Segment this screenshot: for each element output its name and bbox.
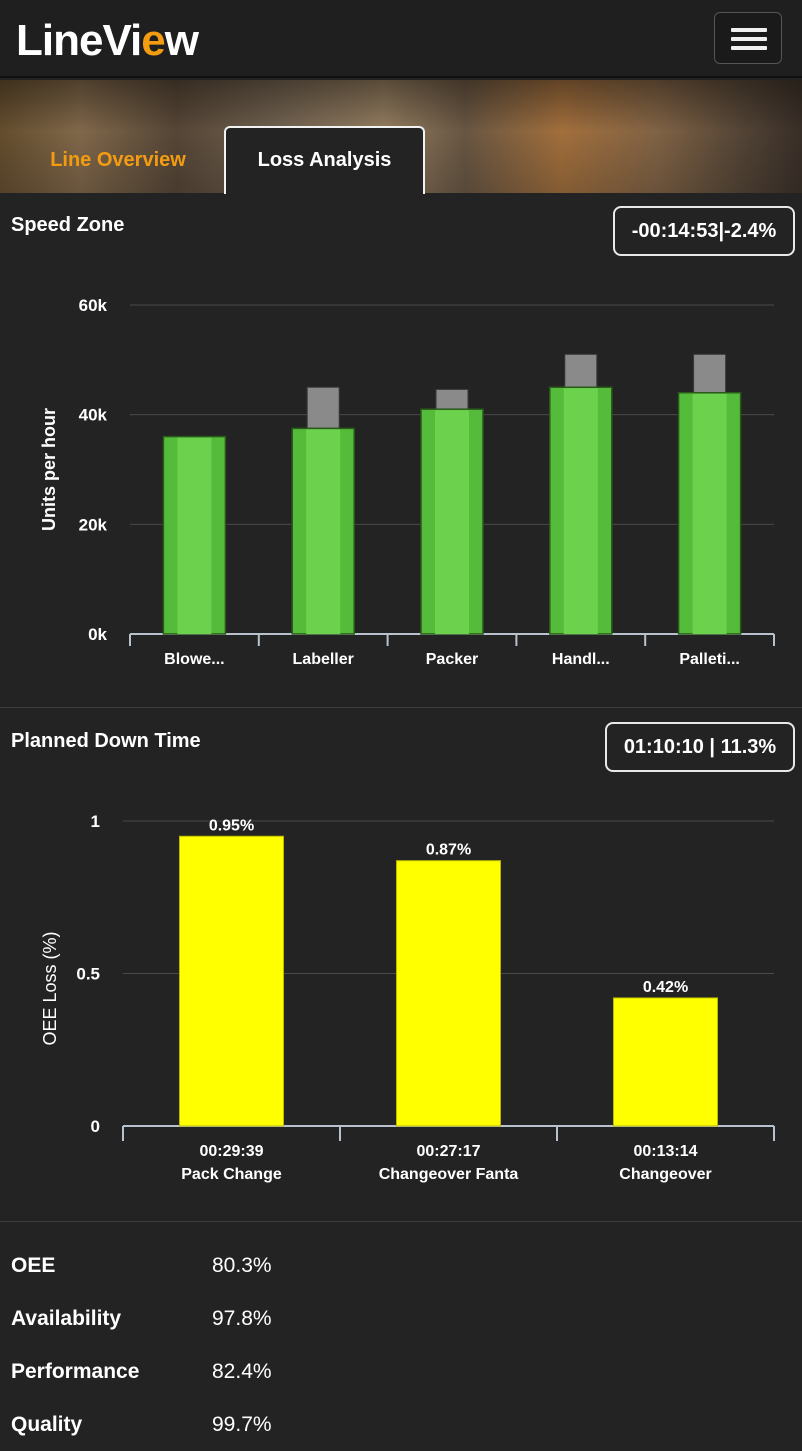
bar-loss [693, 353, 727, 394]
data-label: 0.87% [426, 842, 471, 859]
x-tick-duration: 00:13:14 [633, 1143, 697, 1160]
tab-loss-analysis[interactable]: Loss Analysis [224, 126, 425, 194]
stat-value-quality: 99.7% [212, 1413, 272, 1436]
logo-text-tail: w [164, 16, 199, 65]
bar-loss [306, 386, 340, 429]
bar [396, 860, 501, 1127]
bar [179, 835, 284, 1127]
stat-label-oee: OEE [11, 1254, 56, 1277]
planned-down-time-badge: 01:10:10 | 11.3% [605, 722, 795, 772]
planned-down-time-title: Planned Down Time [11, 730, 201, 752]
data-label: 0.42% [643, 979, 688, 996]
bar [613, 997, 718, 1127]
stat-label-availability: Availability [11, 1307, 122, 1330]
x-tick-label: Changeover [619, 1166, 711, 1183]
y-axis-label: Units per hour [39, 408, 59, 531]
y-tick-label: 0 [91, 1117, 100, 1136]
bar-actual-highlight [306, 429, 341, 634]
bar-loss [435, 388, 469, 410]
planned-down-time-chart: 0 0.5 1 OEE Loss (%) 0.95% 00:29:39 Pack Chang… [0, 780, 802, 1210]
bar-actual-highlight [692, 393, 727, 634]
x-tick-duration: 00:29:39 [199, 1143, 263, 1160]
x-tick-label: Changeover Fanta [379, 1166, 519, 1183]
bar-actual-highlight [177, 437, 212, 634]
tab-line-overview[interactable]: Line Overview [50, 149, 186, 171]
y-tick-label: 0.5 [76, 965, 100, 984]
stat-value-availability: 97.8% [212, 1307, 272, 1330]
section-divider [0, 707, 802, 708]
speed-zone-title: Speed Zone [11, 214, 125, 236]
y-tick-label: 0k [88, 625, 107, 644]
stat-value-oee: 80.3% [212, 1254, 272, 1277]
bar-loss [564, 353, 598, 388]
y-tick-label: 1 [91, 812, 100, 831]
speed-zone-badge: -00:14:53|-2.4% [613, 206, 795, 256]
y-tick-label: 40k [79, 406, 108, 425]
logo-text-main: LineVi [16, 16, 142, 65]
planned-down-time-chart-svg: 0 0.5 1 OEE Loss (%) 0.95% 00:29:39 Pack Chang… [40, 812, 775, 1183]
x-tick-label: Palleti... [679, 651, 739, 668]
bar-actual-highlight [563, 388, 598, 634]
hamburger-menu-button[interactable] [714, 12, 782, 64]
y-axis-label: OEE Loss (%) [40, 931, 60, 1045]
x-tick-label: Packer [426, 651, 479, 668]
speed-zone-chart-svg: 0k 20k 40k 60k Units per hour Blowe... Labelle… [39, 296, 775, 668]
x-tick-label: Blowe... [164, 651, 224, 668]
lineview-logo[interactable]: LineView [16, 16, 199, 66]
app-header: LineView [0, 0, 802, 78]
stat-value-performance: 82.4% [212, 1360, 272, 1383]
stat-label-quality: Quality [11, 1413, 83, 1436]
data-label: 0.95% [209, 817, 254, 834]
section-divider [0, 1221, 802, 1222]
y-tick-label: 60k [79, 296, 108, 315]
x-tick-duration: 00:27:17 [416, 1143, 480, 1160]
y-tick-label: 20k [79, 515, 108, 534]
bar-actual-highlight [435, 410, 469, 634]
x-tick-label: Pack Change [181, 1166, 282, 1183]
stat-label-performance: Performance [11, 1360, 140, 1383]
logo-text-accent: e [141, 16, 166, 65]
x-tick-label: Labeller [293, 651, 354, 668]
x-tick-label: Handl... [552, 651, 610, 668]
speed-zone-chart: 0k 20k 40k 60k Units per hour Blowe... Labelle… [0, 260, 802, 700]
